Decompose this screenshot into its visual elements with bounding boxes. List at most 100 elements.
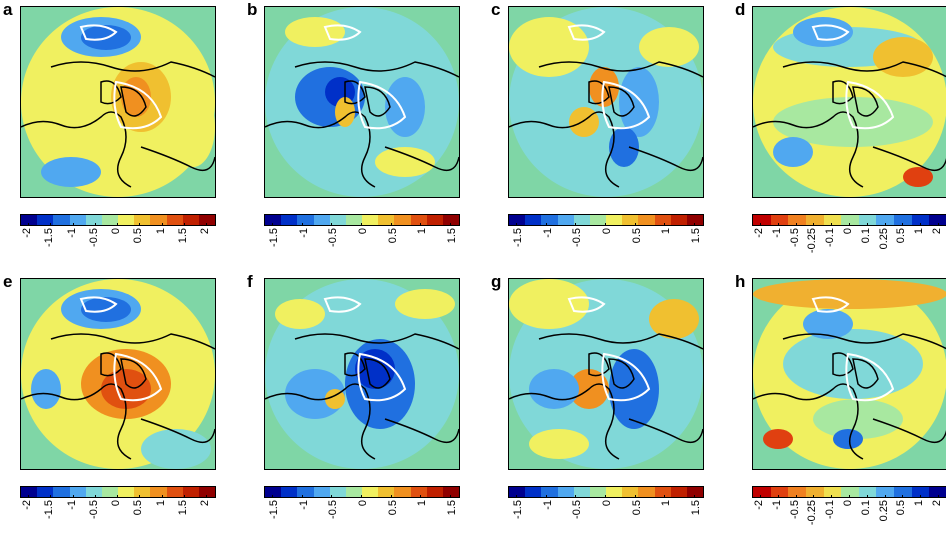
anomaly-blob <box>325 389 345 409</box>
colorbar-segment <box>929 215 946 225</box>
colorbar-segment <box>823 215 842 225</box>
coastline <box>509 333 703 460</box>
tick-mark <box>301 223 303 226</box>
tick-label: 0.25 <box>877 228 890 250</box>
colorbar-segment <box>313 215 330 225</box>
tick-label: 0 <box>842 228 854 235</box>
tick-mark <box>139 495 141 498</box>
colorbar-segment <box>69 487 86 497</box>
colorbar-segment <box>134 215 151 225</box>
coastline <box>265 61 459 188</box>
tick-mark <box>902 223 904 226</box>
colorbar-segment <box>37 215 54 225</box>
coastline <box>753 333 946 460</box>
tick-mark <box>361 223 362 226</box>
tick-mark <box>866 495 868 498</box>
colorbar-segment <box>876 487 895 497</box>
colorbar-segment <box>929 487 946 497</box>
colorbar-segment <box>21 215 38 225</box>
colorbar-segment <box>509 215 526 225</box>
anomaly-map <box>752 278 946 470</box>
significance-contour <box>323 24 407 130</box>
tick-mark <box>760 223 761 226</box>
colorbar-segment <box>329 215 346 225</box>
tick-mark <box>795 495 797 498</box>
colorbar-segment <box>606 215 623 225</box>
tick-label: 1 <box>416 500 429 507</box>
tick-label: 0.5 <box>895 228 908 244</box>
tick-mark <box>813 223 815 226</box>
colorbar-segment <box>557 215 574 225</box>
panel-letter: f <box>247 272 253 291</box>
colorbar-segment <box>362 215 379 225</box>
colorbar-segment <box>858 215 877 225</box>
colorbar-ticks: -1.5 -1 -0.5 0 0.5 1 1.5 <box>264 495 458 544</box>
colorbar-ticks: -1.5 -1 -0.5 0 0.5 1 1.5 <box>264 223 458 272</box>
colorbar-segment <box>589 487 607 497</box>
tick-mark <box>777 495 779 498</box>
colorbar-segment <box>182 487 199 497</box>
colorbar-segment <box>654 215 671 225</box>
panel-a: a -2 -1.5 -1 -0.5 0 0.5 1 1.5 2 <box>0 0 243 272</box>
tick-label: 2 <box>931 228 943 235</box>
tick-label: -1 <box>770 500 783 510</box>
tick-label: 1.5 <box>690 228 702 244</box>
tick-mark <box>117 223 118 226</box>
colorbar-segment <box>911 487 930 497</box>
tick-mark <box>331 223 333 226</box>
tick-label: -0.5 <box>87 228 100 247</box>
colorbar-ticks: -2 -1 -0.5 -0.25 -0.1 0 0.1 0.25 0.5 1 2 <box>752 223 946 272</box>
anomaly-map <box>264 278 460 470</box>
tick-mark <box>390 223 392 226</box>
tick-label: -2 <box>21 500 33 510</box>
anomaly-blob <box>529 429 589 459</box>
tick-mark <box>760 495 761 498</box>
tick-mark <box>28 495 29 498</box>
anomaly-blob <box>783 329 923 399</box>
tick-label: 0 <box>110 500 122 507</box>
tick-mark <box>605 223 606 226</box>
anomaly-blob <box>763 429 793 449</box>
tick-label: -0.25 <box>806 500 819 526</box>
tick-mark <box>813 495 815 498</box>
tick-label: -1 <box>541 500 554 510</box>
tick-mark <box>884 495 886 498</box>
tick-label: -2 <box>21 228 33 238</box>
colorbar-segment <box>841 215 859 225</box>
panel-f: f -1.5 -1 -0.5 0 0.5 1 1.5 <box>244 272 487 544</box>
tick-label: 0.5 <box>386 500 399 516</box>
colorbar-ticks: -2 -1.5 -1 -0.5 0 0.5 1 1.5 2 <box>20 223 214 272</box>
anomaly-blob <box>141 429 211 469</box>
colorbar-segment <box>557 487 574 497</box>
significance-contour <box>567 24 651 130</box>
significance-contour <box>811 24 895 130</box>
colorbar <box>508 214 704 226</box>
colorbar-segment <box>281 487 298 497</box>
colorbar-segment <box>606 487 623 497</box>
panel-g: g -1.5 -1 -0.5 0 0.5 1 1.5 <box>488 272 731 544</box>
tick-mark <box>183 495 185 498</box>
colorbar-segment <box>509 487 526 497</box>
tick-label: 0.1 <box>859 500 872 516</box>
colorbar-segment <box>670 487 687 497</box>
colorbar-segment <box>198 215 216 225</box>
tick-mark <box>50 495 52 498</box>
tick-mark <box>161 495 163 498</box>
colorbar-segment <box>788 215 806 225</box>
tick-mark <box>634 223 636 226</box>
anomaly-blob <box>385 77 425 137</box>
tick-mark <box>605 495 606 498</box>
colorbar-segment <box>805 487 824 497</box>
tick-mark <box>72 495 74 498</box>
tick-mark <box>420 223 422 226</box>
colorbar-segment <box>770 215 789 225</box>
tick-label: -0.5 <box>87 500 100 519</box>
colorbar-segment <box>265 487 282 497</box>
tick-mark <box>902 495 904 498</box>
anomaly-map <box>20 278 216 470</box>
colorbar-segment <box>686 487 704 497</box>
tick-mark <box>450 495 451 498</box>
tick-mark <box>72 223 74 226</box>
colorbar-segment <box>85 215 102 225</box>
tick-mark <box>94 495 96 498</box>
